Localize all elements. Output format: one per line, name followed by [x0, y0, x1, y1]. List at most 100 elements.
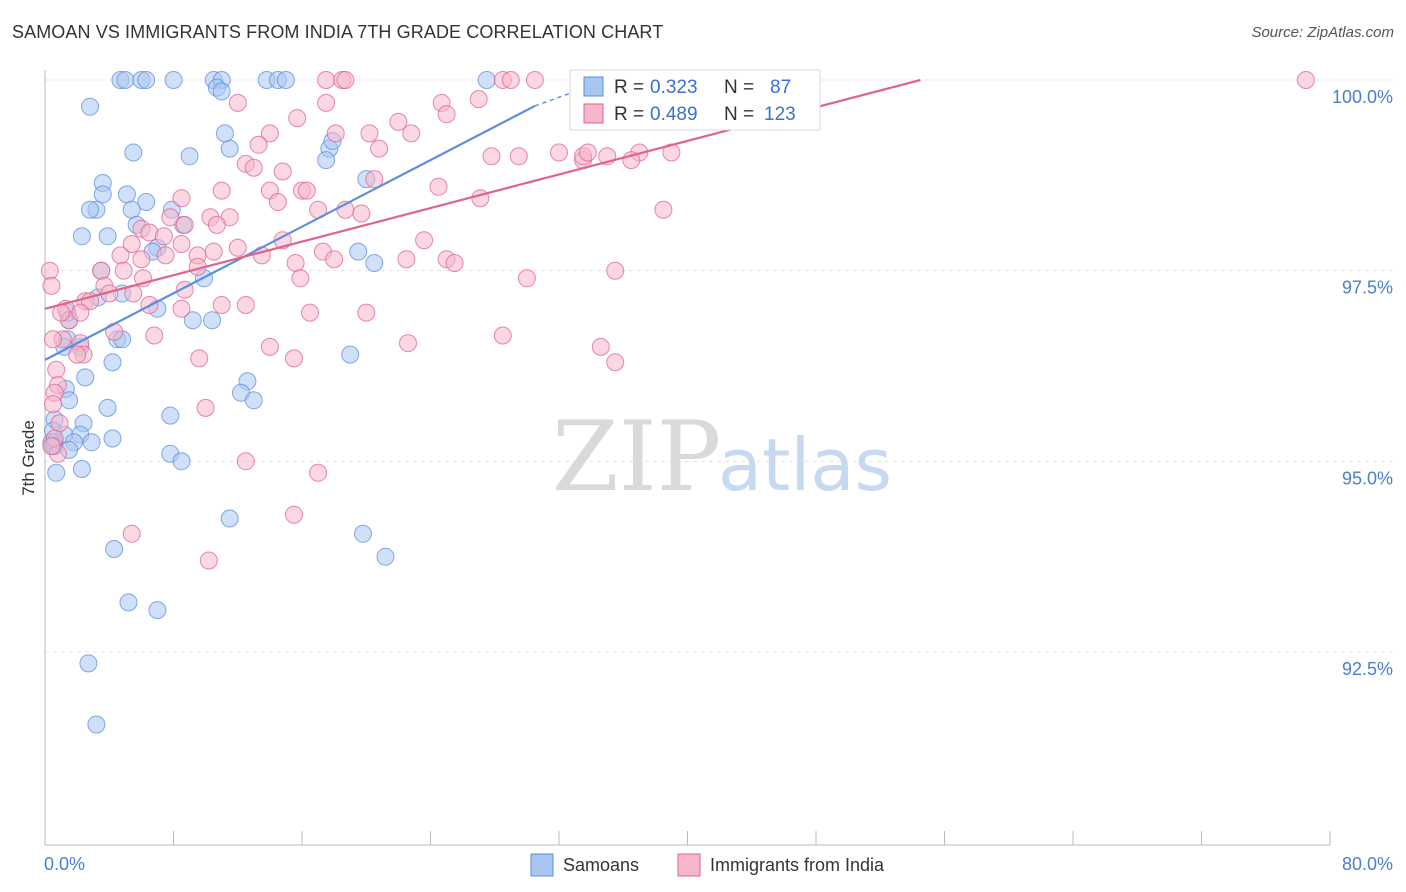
point-india-113 [285, 505, 303, 524]
point-samoans-22 [93, 185, 112, 204]
y-tick-label-3: 100.0% [1332, 87, 1393, 107]
point-india-65 [397, 250, 416, 269]
point-india-45 [352, 204, 371, 223]
point-india-54 [415, 231, 434, 250]
point-samoans-51 [341, 345, 360, 364]
point-samoans-31 [72, 227, 91, 246]
watermark: ZIP atlas [552, 401, 892, 513]
point-india-56 [172, 235, 191, 253]
point-india-14 [389, 112, 408, 131]
legend-swatch-samoans [583, 76, 604, 97]
point-samoans-74 [220, 509, 239, 528]
legend-n-value-samoans: 87 [770, 77, 791, 98]
point-india-124 [42, 437, 61, 456]
point-india-118 [40, 261, 59, 280]
point-samoans-3 [137, 71, 156, 89]
y-axis-label: 7th Grade [19, 420, 38, 496]
point-india-29 [244, 158, 263, 177]
series-legend: Samoans Immigrants from India [530, 853, 885, 877]
point-india-44 [654, 200, 673, 219]
point-india-26 [509, 147, 528, 166]
point-samoans-72 [47, 463, 66, 482]
point-india-18 [360, 124, 379, 143]
point-india-15 [402, 124, 421, 143]
point-india-62 [204, 242, 223, 261]
point-india-16 [260, 124, 279, 143]
point-india-109 [196, 398, 215, 417]
legend-n-label-samoans: N = [724, 77, 754, 98]
point-india-102 [285, 349, 303, 368]
point-india-61 [286, 254, 305, 272]
point-india-10 [228, 93, 247, 112]
point-india-52 [154, 227, 173, 246]
series-legend-swatch-india [677, 853, 701, 877]
point-samoans-35 [349, 242, 368, 261]
point-india-108 [50, 414, 69, 433]
point-india-101 [190, 349, 209, 368]
y-tick-label-0: 92.5% [1342, 659, 1393, 679]
point-india-111 [236, 452, 255, 471]
point-india-5 [525, 71, 544, 89]
point-samoans-4 [164, 71, 183, 89]
point-samoans-59 [161, 406, 180, 425]
series-india-points [40, 71, 1315, 570]
series-legend-label-samoans: Samoans [563, 855, 639, 875]
point-samoans-12 [212, 82, 231, 101]
point-india-98 [399, 334, 417, 353]
point-india-76 [606, 261, 625, 280]
chart-title: SAMOAN VS IMMIGRANTS FROM INDIA 7TH GRAD… [12, 22, 664, 42]
point-india-107 [44, 395, 62, 414]
point-samoans-19 [317, 151, 336, 170]
point-india-2 [336, 71, 355, 89]
point-india-84 [172, 299, 191, 318]
point-india-21 [550, 143, 568, 162]
point-samoans-73 [72, 460, 91, 478]
point-india-48 [207, 215, 226, 234]
point-samoans-71 [172, 452, 191, 471]
point-india-12 [437, 105, 456, 124]
point-india-71 [114, 261, 133, 280]
point-india-47 [161, 208, 180, 227]
legend-box [569, 69, 821, 131]
point-india-112 [309, 463, 328, 482]
point-india-37 [429, 177, 448, 196]
point-india-17 [326, 124, 345, 143]
legend-r-label-india: R = [614, 104, 644, 125]
point-india-103 [606, 353, 625, 372]
point-samoans-67 [103, 429, 122, 448]
point-india-74 [291, 269, 310, 288]
point-india-122 [68, 345, 87, 364]
point-india-72 [92, 261, 111, 280]
point-india-117 [578, 143, 597, 162]
point-india-115 [199, 551, 218, 570]
point-samoans-26 [81, 200, 99, 219]
point-samoans-18 [215, 124, 234, 143]
point-india-99 [260, 337, 279, 356]
series-legend-label-india: Immigrants from India [710, 855, 885, 875]
point-india-57 [228, 238, 247, 257]
point-samoans-23 [117, 185, 136, 204]
point-india-31 [365, 170, 384, 189]
series-samoans-points [42, 71, 496, 734]
x-tick-label-min: 0.0% [44, 854, 85, 874]
point-india-4 [501, 71, 520, 89]
y-tick-labels: 92.5% 95.0% 97.5% 100.0% [1332, 87, 1393, 679]
point-india-93 [145, 326, 164, 345]
point-samoans-44 [203, 311, 222, 330]
point-samoans-43 [183, 311, 202, 330]
point-india-55 [122, 235, 141, 253]
point-india-75 [517, 269, 536, 288]
point-india-69 [132, 250, 151, 269]
y-tick-label-1: 95.0% [1342, 468, 1393, 488]
point-india-7 [1296, 71, 1315, 89]
point-india-91 [357, 303, 376, 322]
point-samoans-52 [76, 368, 95, 387]
point-india-67 [445, 254, 464, 272]
point-india-40 [268, 193, 287, 211]
point-india-36 [297, 181, 316, 200]
correlation-legend: R = 0.323 N = 87 R = 0.489 N = 123 [569, 69, 821, 131]
y-tick-label-2: 97.5% [1342, 278, 1393, 298]
point-india-39 [172, 189, 191, 208]
point-india-30 [273, 162, 292, 181]
